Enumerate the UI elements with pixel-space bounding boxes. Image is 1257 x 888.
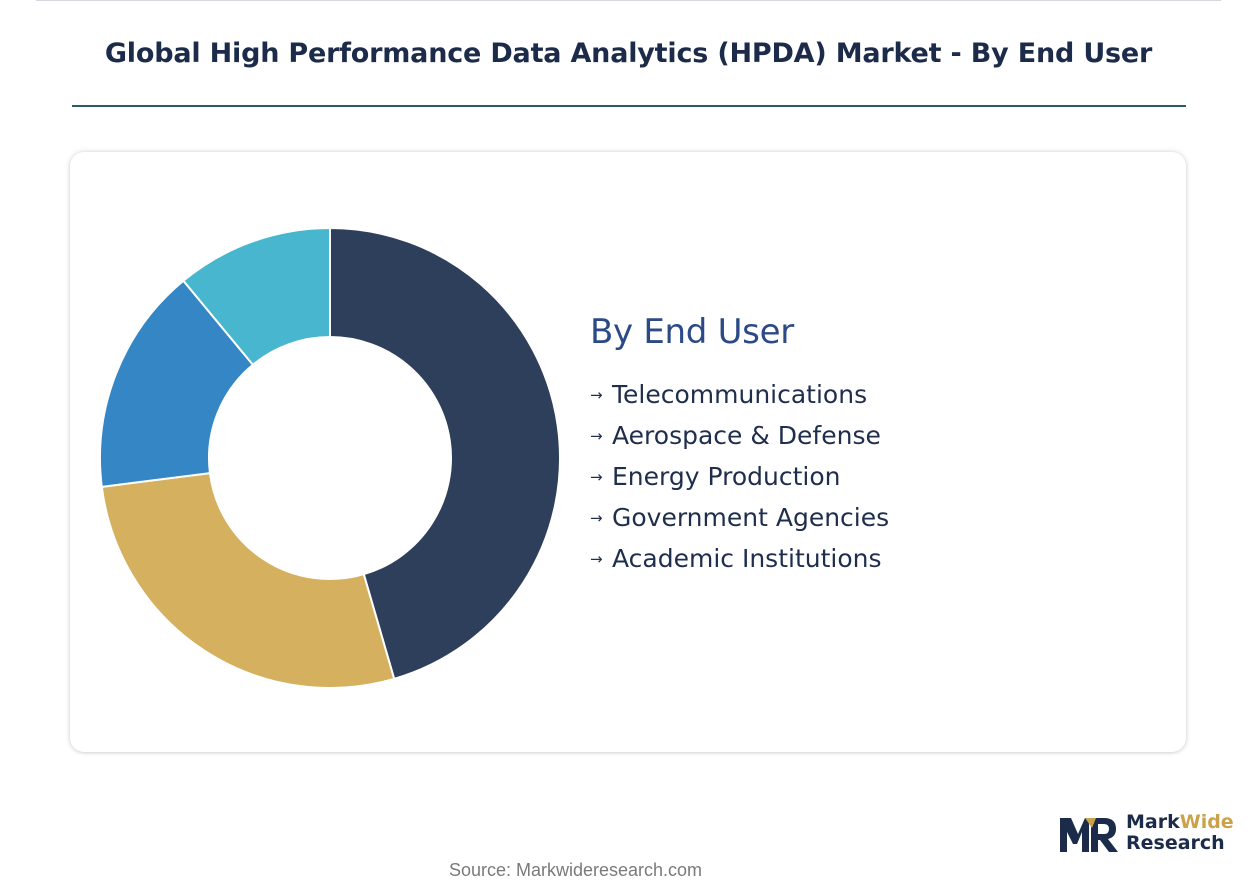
logo-wide-word: Wide [1179, 811, 1234, 833]
arrow-icon: → [590, 508, 603, 527]
legend-label: Government Agencies [612, 503, 890, 532]
arrow-icon: → [590, 385, 603, 404]
logo-research-word: Research [1126, 832, 1225, 854]
donut-slice-telecommunications [329, 226, 561, 681]
legend-label: Academic Institutions [612, 544, 882, 573]
legend-list: → Telecommunications → Aerospace & Defense →… [590, 374, 889, 579]
legend-item: → Energy Production [590, 456, 889, 497]
legend-title: By End User [590, 312, 794, 352]
donut-chart [99, 226, 561, 689]
logo-mark-word: Mark [1126, 811, 1180, 833]
legend-item: → Academic Institutions [590, 538, 889, 579]
donut-slice-government-agencies [181, 226, 331, 367]
markwide-logo-icon [1060, 818, 1118, 852]
legend-item: → Government Agencies [590, 497, 889, 538]
title-underline [72, 105, 1186, 107]
page-title: Global High Performance Data Analytics (… [104, 38, 1153, 69]
source-note: Source: Markwideresearch.com [448, 860, 703, 880]
markwide-logo-text: MarkWide Research [1126, 812, 1234, 854]
legend-label: Aerospace & Defense [612, 421, 881, 450]
legend-label: Energy Production [612, 462, 841, 491]
donut-slice-energy-production [99, 279, 255, 488]
legend-item: → Aerospace & Defense [590, 415, 889, 456]
legend: By End User → Telecommunications → Aerospac… [590, 312, 889, 579]
arrow-icon: → [590, 467, 603, 486]
arrow-icon: → [590, 426, 603, 445]
arrow-icon: → [590, 549, 603, 568]
legend-label: Telecommunications [612, 380, 868, 409]
top-divider [36, 0, 1221, 1]
donut-slice-aerospace-defense [100, 472, 396, 689]
legend-item: → Telecommunications [590, 374, 889, 415]
markwide-logo[interactable]: MarkWide Research [1058, 812, 1243, 858]
